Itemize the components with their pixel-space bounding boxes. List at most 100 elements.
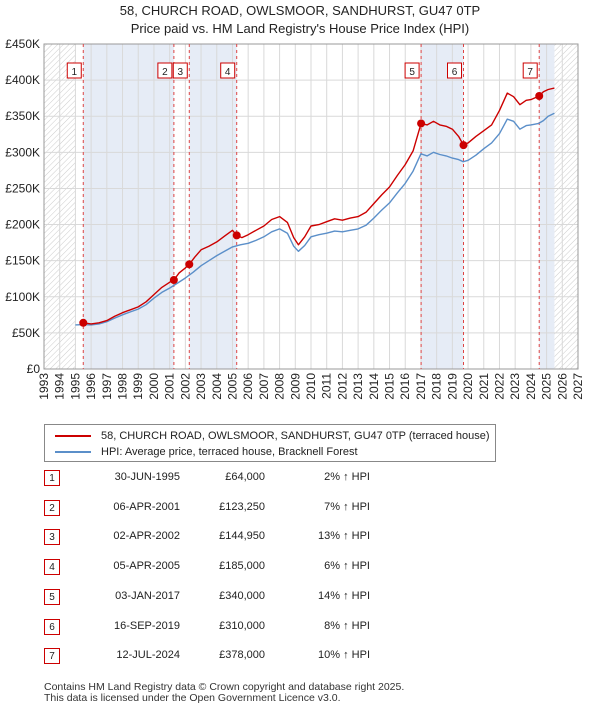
x-tick-label-2004: 2004 (210, 373, 224, 400)
sale-number-badge: 6 (44, 618, 60, 635)
x-tick-label-1997: 1997 (100, 373, 114, 400)
x-tick-label-1998: 1998 (116, 373, 130, 400)
sale-row-5: 5 03-JAN-2017 £340,000 14% ↑ HPI (0, 587, 600, 607)
sale-number-badge: 1 (44, 470, 60, 486)
x-tick-label-2020: 2020 (461, 373, 475, 400)
sale-point-1 (79, 318, 88, 327)
sale-number-badge: 2 (44, 499, 60, 516)
sale-point-7 (535, 92, 544, 100)
y-tick-label-50000: £50K (12, 326, 40, 340)
x-tick-label-1999: 1999 (131, 373, 145, 400)
x-tick-label-2013: 2013 (351, 373, 365, 400)
x-tick-label-2017: 2017 (414, 373, 428, 400)
x-tick-label-2001: 2001 (163, 373, 177, 400)
x-tick-label-1994: 1994 (53, 373, 67, 400)
sale-hpi-change: 10% ↑ HPI (318, 649, 370, 662)
sale-point-6 (459, 141, 468, 150)
sale-date: 02-APR-2002 (113, 530, 180, 543)
sale-label-5: 5 (409, 67, 415, 78)
sale-price: £185,000 (219, 560, 265, 573)
sale-date: 06-APR-2001 (113, 500, 180, 513)
x-tick-label-2002: 2002 (178, 373, 192, 400)
sale-row-3: 3 02-APR-2002 £144,950 13% ↑ HPI (0, 527, 600, 547)
x-tick-label-2006: 2006 (241, 373, 255, 400)
hatched-region-after-data (554, 44, 578, 369)
sale-label-4: 4 (225, 67, 231, 78)
price-chart: £0 £50K £100K £150K £200K £250K £300K £350K £400… (5, 37, 585, 400)
sale-hpi-change: 2% ↑ HPI (324, 471, 370, 483)
x-tick-label-2018: 2018 (430, 373, 444, 400)
x-tick-label-2007: 2007 (257, 373, 271, 400)
sale-hpi-change: 7% ↑ HPI (324, 500, 370, 513)
legend-swatch-hpi (55, 451, 91, 453)
ownership-span-1 (83, 44, 174, 369)
x-tick-label-2012: 2012 (335, 373, 349, 400)
sale-date: 05-APR-2005 (113, 560, 180, 573)
y-tick-label-200000: £200K (5, 218, 40, 232)
legend-swatch-property (55, 435, 91, 437)
x-tick-label-2024: 2024 (524, 373, 538, 400)
sale-point-3 (185, 260, 194, 269)
sale-label-box-3 (172, 62, 188, 79)
sale-row-6: 6 16-SEP-2019 £310,000 8% ↑ HPI (0, 617, 600, 637)
x-tick-label-2003: 2003 (194, 373, 208, 400)
chart-title-block: 58, CHURCH ROAD, OWLSMOOR, SANDHURST, GU… (0, 2, 600, 38)
x-tick-label-2014: 2014 (367, 373, 381, 400)
sale-label-3: 3 (177, 67, 183, 78)
sale-price: £64,000 (225, 471, 265, 483)
footer: Contains HM Land Registry data © Crown c… (44, 682, 404, 704)
x-tick-label-2027: 2027 (571, 373, 585, 400)
sale-label-7: 7 (527, 67, 533, 78)
series-line-hpi (75, 112, 555, 326)
x-tick-label-1995: 1995 (68, 373, 82, 400)
x-tick-label-2021: 2021 (477, 373, 491, 400)
sale-price: £378,000 (219, 649, 265, 662)
sale-label-box-1 (66, 62, 82, 79)
sale-row-4: 4 05-APR-2005 £185,000 6% ↑ HPI (0, 557, 600, 577)
y-tick-label-150000: £150K (5, 254, 40, 268)
sale-hpi-change: 14% ↑ HPI (318, 589, 370, 602)
sale-point-5 (417, 119, 426, 128)
sale-price: £340,000 (219, 589, 265, 602)
sale-date: 16-SEP-2019 (113, 619, 180, 632)
sale-date: 12-JUL-2024 (116, 649, 180, 662)
y-tick-label-100000: £100K (5, 290, 40, 304)
footer-line-licence: This data is licensed under the Open Gov… (44, 692, 341, 704)
sale-point-2 (169, 275, 178, 284)
sale-label-6: 6 (452, 67, 458, 78)
x-tick-label-2005: 2005 (225, 373, 239, 400)
sale-label-1: 1 (71, 67, 77, 78)
footer-line-copyright: Contains HM Land Registry data © Crown c… (44, 681, 405, 693)
sale-number-badge: 3 (44, 529, 60, 546)
x-tick-label-2010: 2010 (304, 373, 318, 400)
sale-date: 30-JUN-1995 (114, 471, 180, 483)
x-tick-label-2015: 2015 (383, 373, 397, 400)
sale-hpi-change: 13% ↑ HPI (318, 530, 370, 543)
x-tick-label-1993: 1993 (37, 373, 51, 400)
sale-hpi-change: 8% ↑ HPI (324, 619, 370, 632)
legend-label-hpi: HPI: Average price, terraced house, Brac… (101, 446, 358, 458)
plot-frame (43, 43, 579, 370)
chart-title: 58, CHURCH ROAD, OWLSMOOR, SANDHURST, GU… (119, 3, 481, 18)
sale-row-7: 7 12-JUL-2024 £378,000 10% ↑ HPI (0, 646, 600, 666)
sale-label-box-4 (220, 62, 236, 79)
chart-legend: 58, CHURCH ROAD, OWLSMOOR, SANDHURST, GU… (44, 424, 496, 462)
x-tick-label-2023: 2023 (508, 373, 522, 400)
sale-label-2: 2 (162, 67, 168, 78)
sale-point-4 (232, 231, 241, 240)
y-tick-label-400000: £400K (5, 73, 40, 87)
sale-price: £123,250 (219, 500, 265, 513)
sale-label-box-7 (522, 62, 538, 79)
chart-subtitle: Price paid vs. HM Land Registry's House … (130, 21, 470, 36)
sale-price: £310,000 (219, 619, 265, 632)
y-tick-label-300000: £300K (5, 145, 40, 159)
ownership-span-3 (421, 44, 464, 369)
sale-hpi-change: 6% ↑ HPI (324, 560, 370, 573)
sale-number-badge: 5 (44, 588, 60, 605)
x-tick-label-2009: 2009 (288, 373, 302, 400)
x-tick-label-2011: 2011 (320, 373, 334, 399)
sale-number-badge: 4 (44, 559, 60, 576)
y-tick-label-450000: £450K (5, 37, 40, 51)
x-tick-label-2026: 2026 (555, 373, 569, 400)
sale-row-2: 2 06-APR-2001 £123,250 7% ↑ HPI (0, 498, 600, 518)
